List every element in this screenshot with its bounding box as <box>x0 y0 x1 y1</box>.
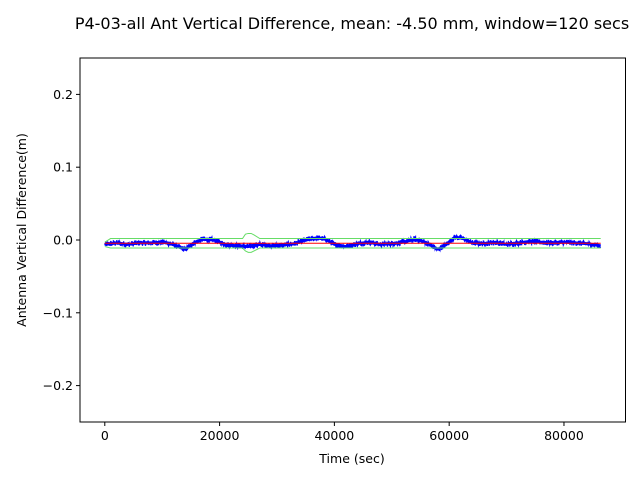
x-tick-label: 20000 <box>200 428 240 443</box>
x-tick-label: 40000 <box>315 428 355 443</box>
x-axis-label: Time (sec) <box>318 451 384 466</box>
x-tick-label: 80000 <box>544 428 584 443</box>
y-axis-label: Antenna Vertical Difference(m) <box>14 133 29 327</box>
y-tick-label: 0.1 <box>53 160 73 175</box>
y-tick-label: −0.1 <box>43 305 73 320</box>
y-axis: −0.2 −0.1 0.0 0.1 0.2 <box>43 87 80 393</box>
chart-title: P4-03-all Ant Vertical Difference, mean:… <box>75 14 629 33</box>
x-tick-label: 0 <box>101 428 109 443</box>
x-axis: 0 20000 40000 60000 80000 <box>101 422 584 443</box>
y-tick-label: 0.2 <box>53 87 73 102</box>
band-upper-line <box>104 232 601 243</box>
band-lower-line <box>104 246 601 253</box>
x-tick-label: 60000 <box>429 428 469 443</box>
plot-area <box>104 232 602 253</box>
y-tick-label: −0.2 <box>43 378 73 393</box>
y-tick-label: 0.0 <box>53 233 73 248</box>
